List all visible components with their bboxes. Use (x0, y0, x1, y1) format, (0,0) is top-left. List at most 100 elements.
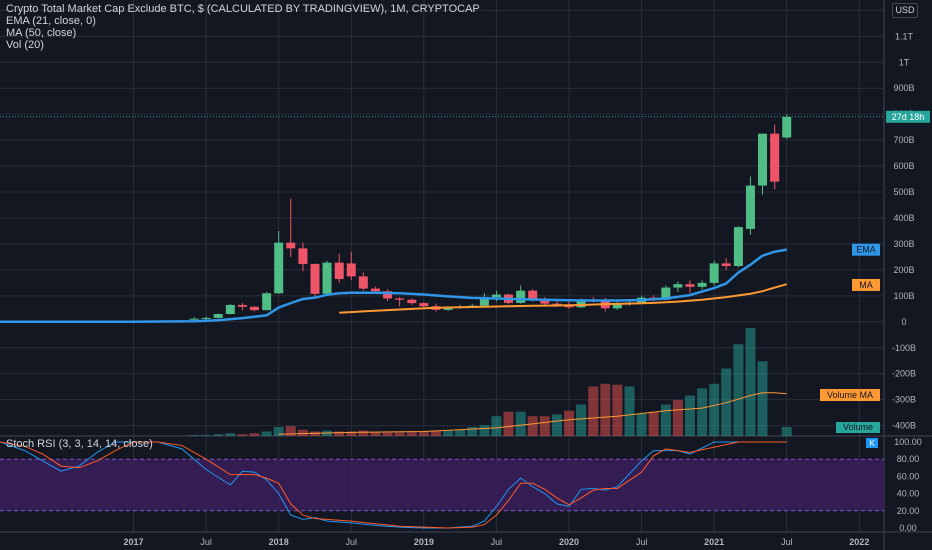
volume-bar (334, 431, 345, 436)
current-price-badge (886, 110, 930, 123)
volume-bar (660, 404, 671, 436)
volume-bar (285, 426, 296, 436)
price-axis-label: 400B (893, 213, 914, 223)
volume-bar (382, 432, 393, 436)
candle-body (782, 116, 792, 138)
volume-ma-line (278, 392, 787, 435)
volume-bar (189, 435, 200, 436)
volume-bar (733, 344, 744, 436)
candle-body (564, 305, 574, 308)
rsi-axis-label: 60.00 (897, 471, 920, 481)
price-axis-label: 300B (893, 239, 914, 249)
time-axis-label: Jul (346, 537, 358, 547)
rsi-axis-label: 0.00 (899, 523, 917, 533)
volume-ma-badge (820, 389, 880, 401)
candle-body (745, 185, 755, 229)
volume-bar (201, 435, 212, 436)
price-axis-label: 500B (893, 187, 914, 197)
candle-body (407, 299, 417, 304)
legend-stoch-rsi[interactable]: Stoch RSI (3, 3, 14, 14, close) (6, 438, 153, 450)
ma-line (339, 283, 788, 314)
candle-body (322, 262, 332, 294)
volume-bar (515, 411, 526, 436)
candle-body (383, 291, 393, 299)
volume-bar (406, 431, 417, 436)
time-axis-label: Jul (200, 537, 212, 547)
volume-bar (588, 386, 599, 436)
price-axis-label: -100B (892, 343, 916, 353)
candle-body (310, 263, 320, 294)
candle-body (298, 248, 308, 264)
candle-body (262, 293, 272, 311)
price-axis-label: -300B (892, 395, 916, 405)
price-axis-label: 0 (901, 317, 906, 327)
candle-body (346, 263, 356, 277)
candle-body (552, 303, 562, 306)
legend-ma[interactable]: MA (50, close) (6, 27, 77, 39)
price-axis-label: 100B (893, 291, 914, 301)
volume-bar (503, 411, 514, 436)
candle-body (371, 288, 381, 292)
candle-body (491, 294, 501, 298)
volume-bar (225, 433, 236, 436)
candle-body (249, 306, 259, 311)
volume-bar (648, 411, 659, 436)
volume-bar (624, 386, 635, 436)
time-axis-label: Jul (781, 537, 793, 547)
candle-body (443, 307, 453, 310)
volume-bar (612, 384, 623, 436)
volume-bar (443, 430, 454, 436)
rsi-badge-label: K (869, 439, 875, 448)
series-badge-ma (852, 278, 880, 291)
volume-bar (249, 433, 260, 436)
candle-body (201, 317, 211, 319)
candle-body (673, 284, 683, 288)
candle-body (237, 304, 247, 307)
rsi-band (0, 459, 884, 511)
price-axis-label: 900B (893, 83, 914, 93)
candle-body (479, 297, 489, 306)
volume-bar (539, 416, 550, 436)
chart-title: Crypto Total Market Cap Exclude BTC, $ (… (6, 3, 480, 15)
volume-bar (745, 328, 756, 436)
volume-bar (346, 431, 357, 436)
candle-body (685, 284, 695, 287)
currency-button[interactable]: USD (892, 3, 918, 18)
volume-bar (491, 416, 502, 436)
time-axis-label: Jul (636, 537, 648, 547)
legend-ema[interactable]: EMA (21, close, 0) (6, 15, 96, 27)
candle-body (225, 304, 235, 315)
volume-bar (370, 432, 381, 436)
candle-body (576, 299, 586, 308)
current-price-label: 27d 18h (892, 112, 925, 122)
time-axis-label: 2019 (414, 537, 434, 547)
price-axis-label: 1.1T (895, 31, 914, 41)
candle-body (770, 133, 780, 182)
volume-bar (576, 404, 587, 436)
volume-bar (394, 432, 405, 436)
volume-bar (358, 430, 369, 436)
candle-body (721, 263, 731, 267)
candle-body (286, 242, 296, 249)
time-axis-label: 2018 (269, 537, 289, 547)
rsi-axis-label: 100.00 (894, 437, 922, 447)
volume-bar (297, 429, 308, 436)
volume-bar (455, 429, 466, 436)
candle-body (213, 314, 223, 318)
candle-body (709, 263, 719, 283)
rsi-axis-label: 20.00 (897, 506, 920, 516)
volume-bar (757, 361, 768, 436)
candle-body (540, 298, 550, 304)
legend-volume[interactable]: Vol (20) (6, 39, 44, 51)
time-axis-label: 2017 (124, 537, 144, 547)
series-badge-ema (852, 243, 880, 256)
volume-bar (697, 388, 708, 436)
volume-bar (781, 427, 792, 436)
volume-bar (672, 400, 683, 436)
volume-bar (418, 431, 429, 436)
volume-bar (467, 427, 478, 436)
candle-body (395, 298, 405, 300)
volume-bar (636, 413, 647, 436)
